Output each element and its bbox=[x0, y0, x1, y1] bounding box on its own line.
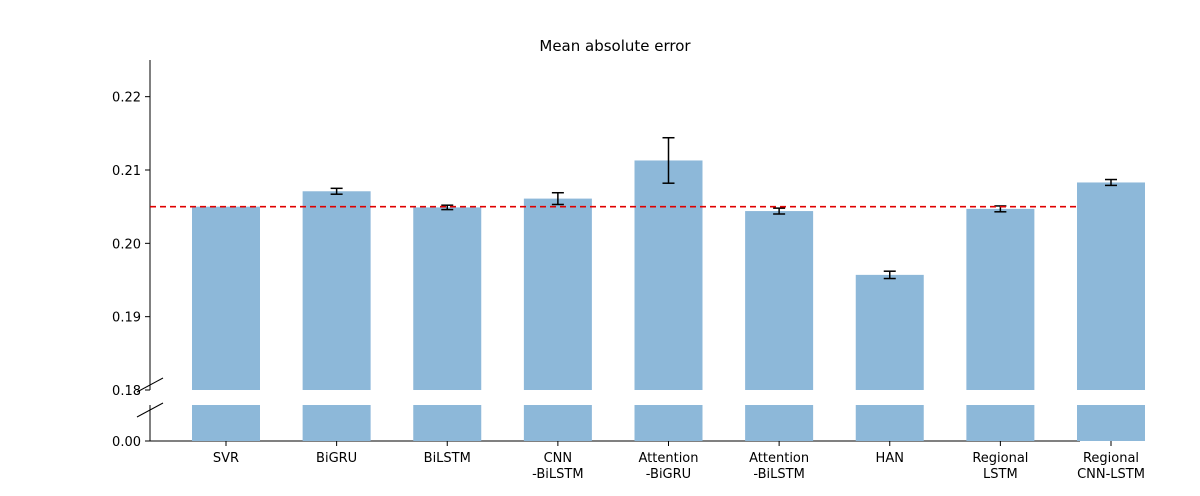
x-tick-label-line: BiLSTM bbox=[424, 451, 471, 466]
x-tick-label-line: -BiLSTM bbox=[532, 467, 583, 482]
x-tick-label-line: LSTM bbox=[983, 467, 1018, 482]
x-tick-label-line: CNN-LSTM bbox=[1077, 467, 1145, 482]
x-tick-label-1: BiGRU bbox=[316, 451, 357, 466]
plot-area: 0.18 0.19 0.20 0.21 0.22 0.00 SVR BiGRU BiLSTM CN… bbox=[112, 60, 1145, 482]
x-tick-label-line: SVR bbox=[213, 451, 239, 466]
y-tick-label-4: 0.22 bbox=[112, 91, 141, 106]
bar-upper-7 bbox=[966, 208, 1035, 390]
y-tick-label-3: 0.21 bbox=[112, 164, 141, 179]
bar-upper-5 bbox=[745, 211, 814, 390]
x-tick-label-2: BiLSTM bbox=[424, 451, 471, 466]
y-tick-label-0: 0.18 bbox=[112, 384, 141, 399]
bar-lower-5 bbox=[745, 405, 814, 441]
x-tick-label-0: SVR bbox=[213, 451, 239, 466]
x-tick-label-7: Regional LSTM bbox=[972, 451, 1028, 482]
axis-break-mark-upper bbox=[136, 377, 164, 393]
x-tick-label-4: Attention -BiGRU bbox=[639, 451, 699, 482]
bar-lower-1 bbox=[302, 405, 371, 441]
axis-break-mark-lower bbox=[136, 402, 164, 418]
bar-lower-8 bbox=[1077, 405, 1145, 441]
bar-upper-2 bbox=[413, 207, 482, 390]
bar-lower-4 bbox=[634, 405, 703, 441]
x-tick-label-line: Regional bbox=[972, 451, 1028, 466]
x-tick-label-8: Regional CNN-LSTM bbox=[1077, 451, 1145, 482]
chart-title: Mean absolute error bbox=[539, 37, 691, 55]
y-tick-label-2: 0.20 bbox=[112, 237, 141, 252]
x-tick-label-line: Attention bbox=[639, 451, 699, 466]
x-tick-label-line: HAN bbox=[876, 451, 904, 466]
x-tick-label-line: -BiLSTM bbox=[753, 467, 804, 482]
bar-upper-8 bbox=[1077, 182, 1145, 390]
x-tick-label-line: -BiGRU bbox=[646, 467, 691, 482]
bar-upper-6 bbox=[855, 274, 924, 390]
bar-lower-6 bbox=[855, 405, 924, 441]
bar-lower-7 bbox=[966, 405, 1035, 441]
y-tick-label-lower-0: 0.00 bbox=[112, 435, 141, 450]
x-tick-label-6: HAN bbox=[876, 451, 904, 466]
bar-upper-1 bbox=[302, 191, 371, 390]
bar-upper-0 bbox=[192, 206, 260, 390]
y-tick-label-1: 0.19 bbox=[112, 311, 141, 326]
x-tick-label-line: BiGRU bbox=[316, 451, 357, 466]
x-tick-label-5: Attention -BiLSTM bbox=[749, 451, 809, 482]
x-tick-label-line: CNN bbox=[544, 451, 573, 466]
bar-lower-3 bbox=[523, 405, 592, 441]
bar-lower-2 bbox=[413, 405, 482, 441]
x-tick-label-3: CNN -BiLSTM bbox=[532, 451, 583, 482]
bar-upper-4 bbox=[634, 160, 703, 390]
bar-lower-0 bbox=[192, 405, 260, 441]
bar-upper-3 bbox=[523, 198, 592, 390]
x-tick-label-line: Regional bbox=[1083, 451, 1139, 466]
x-tick-label-line: Attention bbox=[749, 451, 809, 466]
